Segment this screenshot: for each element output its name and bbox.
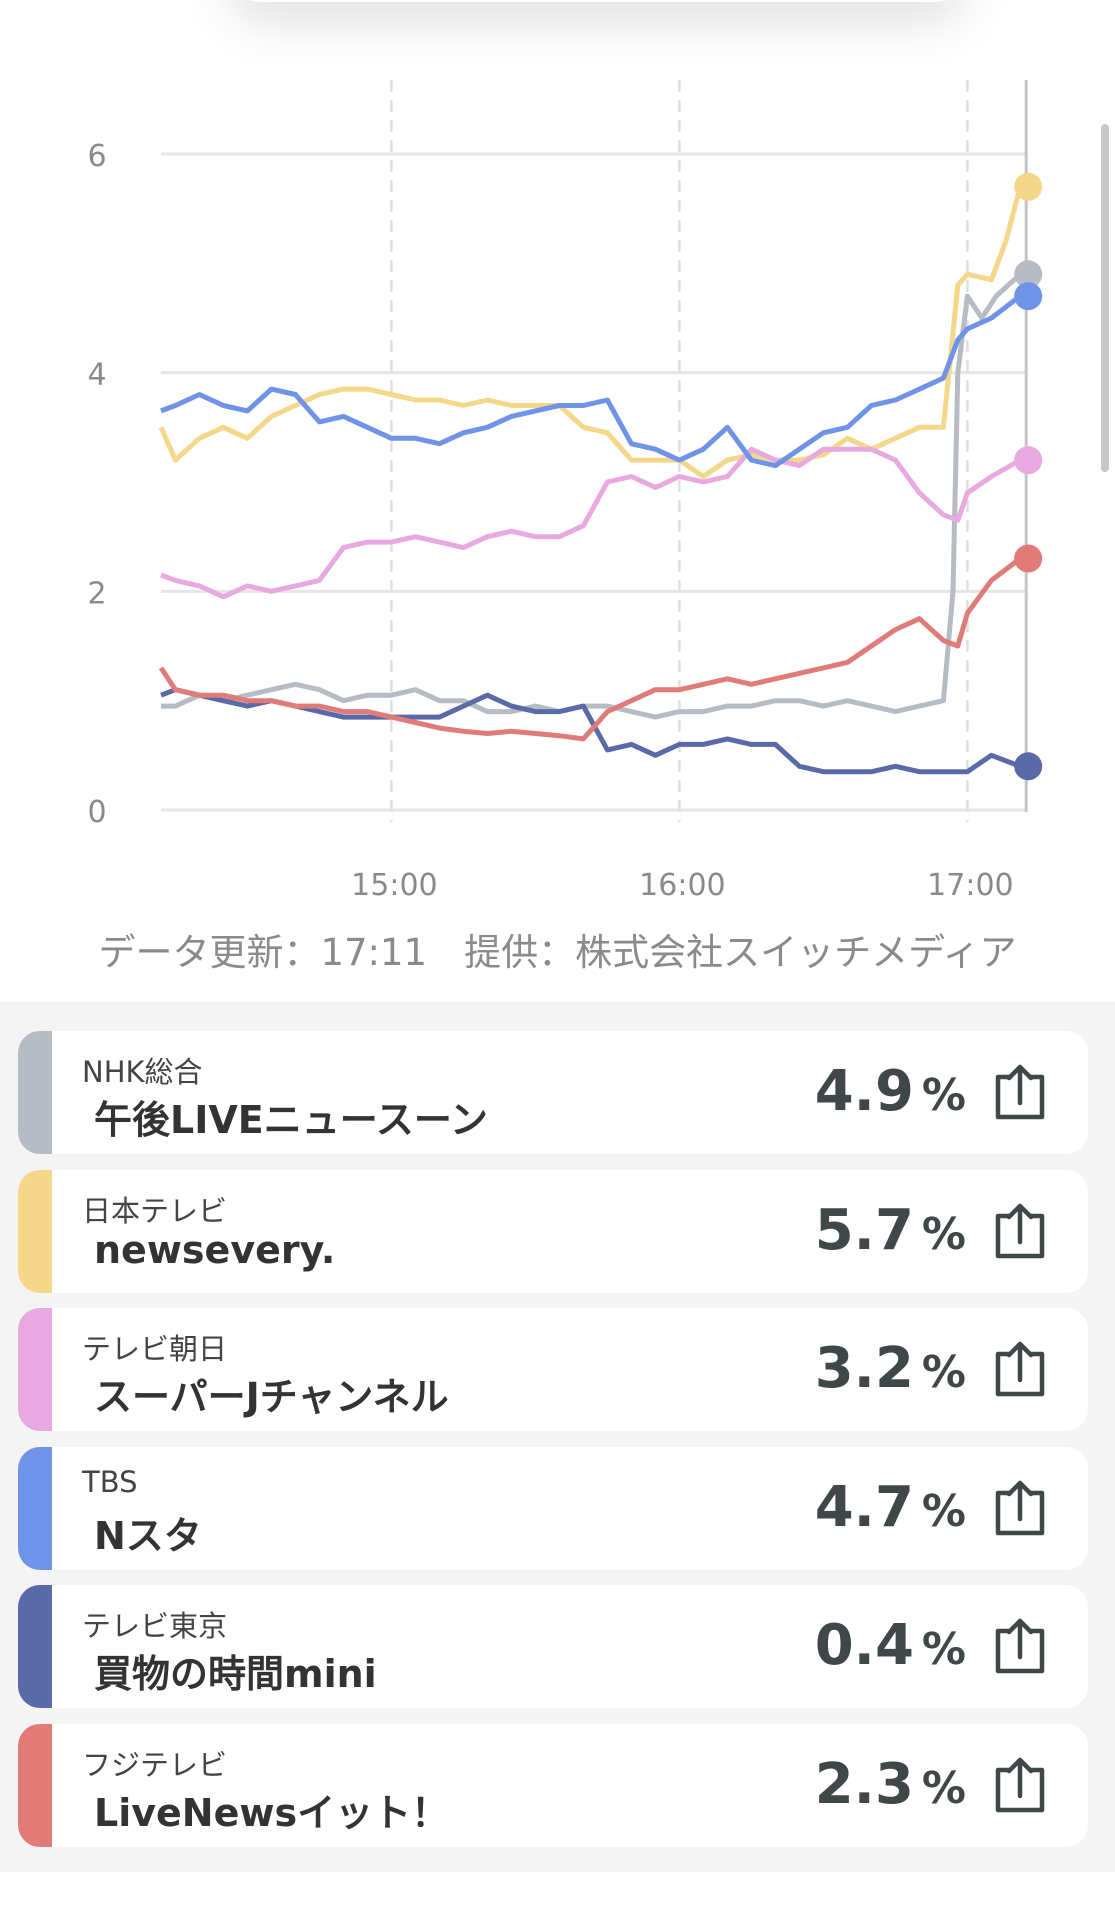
channel-list: NHK総合 午後LIVEニュースーン 4.9% 日本テレビ newsevery.… — [0, 1002, 1115, 1872]
y-tick-label: 6 — [87, 139, 106, 174]
channel-name: NHK総合 — [82, 1055, 203, 1089]
channel-name: フジテレビ — [82, 1748, 228, 1782]
program-title: 午後LIVEニュースーン — [94, 1098, 488, 1142]
channel-card[interactable]: 日本テレビ newsevery. 5.7% — [18, 1169, 1088, 1293]
program-title: newsevery. — [94, 1227, 336, 1272]
series-line-NHK総合 — [161, 272, 1022, 720]
program-title: Nスタ — [94, 1513, 202, 1558]
series-end-dot-TBS — [1014, 282, 1043, 311]
share-icon[interactable] — [990, 1479, 1050, 1539]
channel-color-strip — [18, 1724, 52, 1847]
channel-name: TBS — [82, 1464, 138, 1499]
channel-name: テレビ東京 — [82, 1609, 228, 1644]
rating-unit: % — [921, 1485, 966, 1537]
channel-card[interactable]: NHK総合 午後LIVEニュースーン 4.9% — [18, 1031, 1088, 1154]
rating-number: 0.4 — [814, 1613, 914, 1679]
rating-number: 4.7 — [814, 1474, 914, 1540]
program-title: 買物の時間mini — [94, 1652, 377, 1697]
rating-number: 2.3 — [814, 1752, 914, 1817]
channel-name: 日本テレビ — [82, 1193, 228, 1228]
program-title: LiveNewsイット！ — [94, 1791, 450, 1835]
series-end-dot-テレビ東京 — [1014, 752, 1043, 781]
channel-color-strip — [18, 1031, 52, 1154]
share-icon[interactable] — [990, 1617, 1050, 1677]
header-card-edge — [230, 0, 965, 2]
x-tick-label: 17:00 — [927, 868, 1013, 903]
rating-number: 5.7 — [814, 1197, 914, 1263]
data-update-note: データ更新：17:11 提供：株式会社スイッチメディア — [98, 931, 1017, 974]
rating-unit: % — [921, 1624, 966, 1676]
channel-color-strip — [18, 1585, 52, 1709]
rating-unit: % — [921, 1347, 966, 1399]
series-end-dot-テレビ朝日 — [1014, 446, 1043, 475]
share-icon[interactable] — [990, 1063, 1050, 1123]
y-tick-label: 0 — [87, 795, 106, 830]
x-tick-label: 16:00 — [639, 868, 725, 903]
series-end-dot-フジテレビ — [1014, 544, 1043, 573]
rating-value: 2.3% — [815, 1752, 966, 1817]
series-line-テレビ朝日 — [160, 446, 1022, 600]
channel-card[interactable]: TBS Nスタ 4.7% — [18, 1446, 1088, 1570]
channel-color-strip — [18, 1308, 52, 1432]
share-icon[interactable] — [990, 1756, 1050, 1816]
x-tick-label: 15:00 — [351, 868, 437, 903]
y-tick-label: 2 — [87, 576, 106, 611]
program-title: スーパーJチャンネル — [94, 1375, 449, 1420]
rating-value: 0.4% — [815, 1613, 966, 1678]
rating-value: 5.7% — [815, 1198, 966, 1263]
channel-color-strip — [18, 1446, 52, 1570]
series-end-dot-NHK総合 — [1014, 260, 1043, 289]
series-line-フジテレビ — [158, 556, 1022, 742]
share-icon[interactable] — [990, 1202, 1050, 1262]
channel-color-strip — [18, 1169, 52, 1293]
share-icon[interactable] — [990, 1340, 1050, 1400]
channel-card[interactable]: テレビ東京 買物の時間mini 0.4% — [18, 1585, 1088, 1709]
series-line-TBS — [160, 294, 1022, 469]
rating-unit: % — [921, 1070, 966, 1121]
rating-value: 4.9% — [815, 1059, 966, 1124]
rating-unit: % — [921, 1763, 966, 1814]
channel-name: テレビ朝日 — [82, 1332, 228, 1367]
rating-value: 3.2% — [815, 1336, 966, 1401]
rating-number: 3.2 — [814, 1336, 914, 1402]
rating-unit: % — [921, 1208, 966, 1260]
ratings-line-chart: 0 2 4 6 15:00 16:00 17:00 — [87, 80, 1043, 903]
series-line-日本テレビ — [158, 186, 1023, 479]
channel-card[interactable]: フジテレビ LiveNewsイット！ 2.3% — [18, 1724, 1088, 1847]
scrollbar[interactable] — [1101, 124, 1109, 472]
series-end-dot-日本テレビ — [1014, 172, 1043, 201]
y-tick-label: 4 — [87, 358, 106, 393]
channel-card[interactable]: テレビ朝日 スーパーJチャンネル 3.2% — [18, 1308, 1088, 1432]
rating-number: 4.9 — [814, 1059, 914, 1124]
rating-value: 4.7% — [815, 1475, 966, 1540]
